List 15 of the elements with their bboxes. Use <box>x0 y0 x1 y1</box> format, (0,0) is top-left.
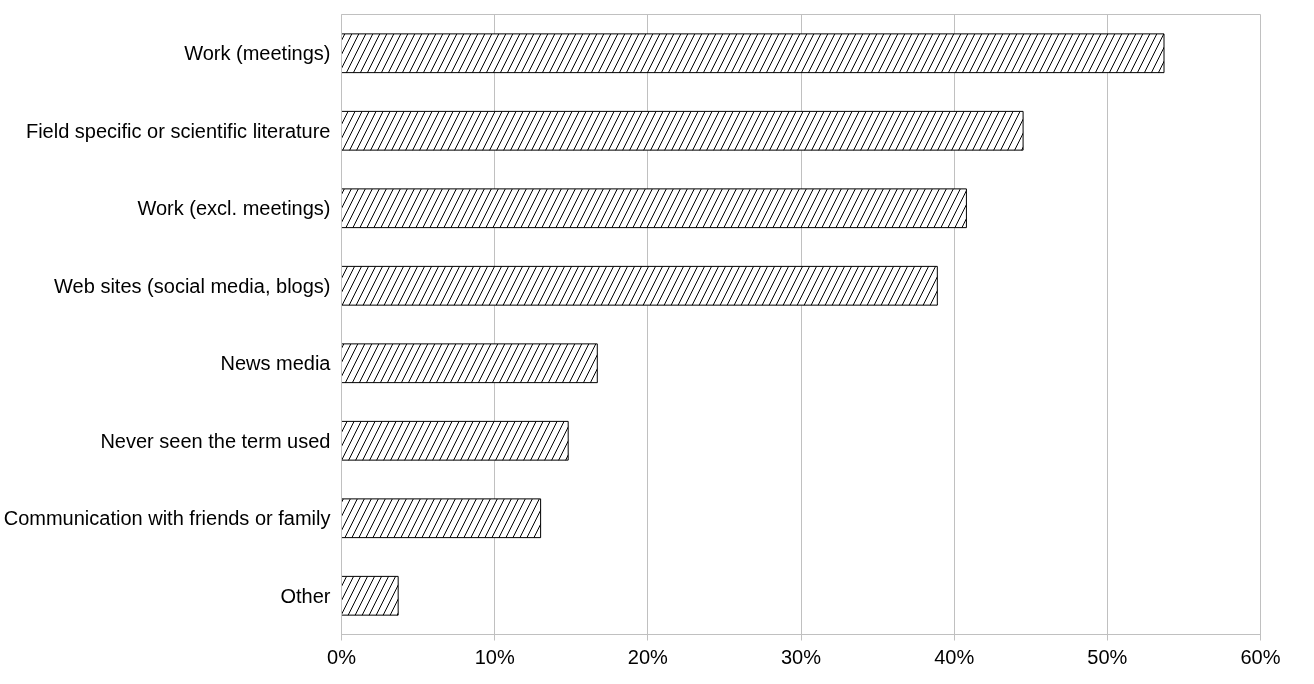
x-tick-label: 40% <box>934 645 975 668</box>
y-tick-label: Other <box>280 584 331 607</box>
y-tick-label: Never seen the term used <box>100 429 331 452</box>
y-tick-label: Web sites (social media, blogs) <box>54 274 331 297</box>
y-tick-label: Field specific or scientific literature <box>25 119 331 142</box>
x-tick-label: 30% <box>780 645 822 668</box>
y-tick-label: Work (excl. meetings) <box>137 197 331 220</box>
y-tick-label: News media <box>220 352 332 375</box>
x-tick-label: 20% <box>627 645 669 668</box>
x-tick-label: 10% <box>474 645 515 668</box>
x-tick-label: 0% <box>327 645 357 668</box>
y-tick-label: Work (meetings) <box>184 42 331 65</box>
x-tick-label: 60% <box>1240 645 1281 668</box>
x-tick-label: 50% <box>1087 645 1128 668</box>
y-tick-label: Communication with friends or family <box>3 507 331 530</box>
